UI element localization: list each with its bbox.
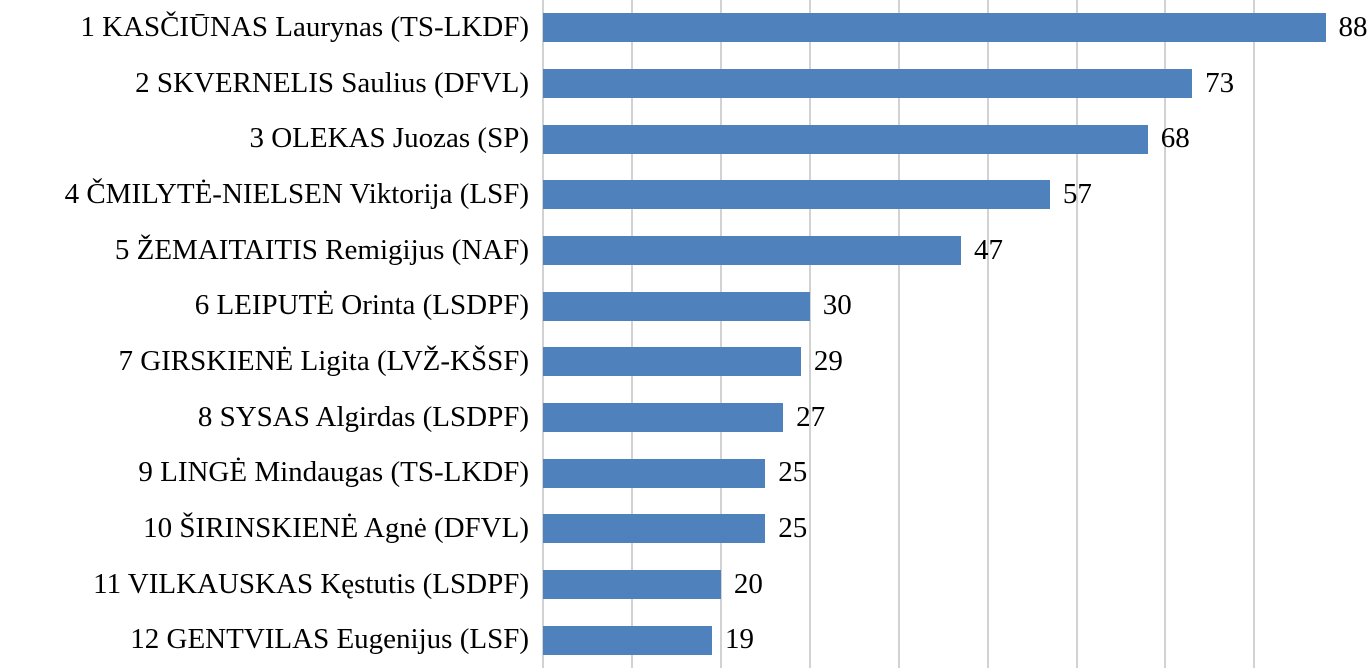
- value-label: 47: [973, 233, 1003, 266]
- value-label: 88: [1338, 11, 1368, 43]
- value-label: 57: [1062, 178, 1092, 210]
- category-label: 4 ČMILYTĖ-NIELSEN Viktorija (LSF): [64, 178, 529, 210]
- category-label: 8 SYSAS Algirdas (LSDPF): [197, 400, 529, 433]
- bar: [543, 458, 766, 488]
- value-label: 25: [778, 456, 808, 489]
- gridline: [1075, 0, 1078, 668]
- value-label: 68: [1160, 122, 1190, 155]
- value-label: 19: [724, 623, 754, 656]
- category-label: 5 ŽEMAITAITIS Remigijus (NAF): [114, 233, 529, 266]
- bar: [543, 625, 712, 655]
- category-label: 7 GIRSKIENĖ Ligita (LVŽ-KŠSF): [118, 345, 529, 377]
- bar: [543, 347, 801, 377]
- bar: [543, 180, 1050, 210]
- gridline: [719, 0, 722, 668]
- bar: [543, 13, 1326, 43]
- gridline: [630, 0, 633, 668]
- category-label: 12 GENTVILAS Eugenijus (LSF): [130, 623, 529, 656]
- bar: [543, 69, 1193, 98]
- value-label: 27: [796, 400, 826, 433]
- gridline: [986, 0, 989, 668]
- category-label: 1 KASČIŪNAS Laurynas (TS-LKDF): [80, 11, 529, 43]
- value-label: 30: [822, 289, 852, 322]
- bar: [543, 236, 961, 265]
- bar: [543, 124, 1148, 154]
- category-label: 9 LINGĖ Mindaugas (TS-LKDF): [138, 456, 529, 489]
- value-label: 20: [733, 567, 763, 600]
- gridline: [808, 0, 811, 668]
- bar: [543, 570, 721, 599]
- category-label: 3 OLEKAS Juozas (SP): [249, 122, 529, 155]
- category-label: 2 SKVERNELIS Saulius (DFVL): [135, 66, 529, 99]
- gridline: [1253, 0, 1256, 668]
- category-label: 10 ŠIRINSKIENĖ Agnė (DFVL): [143, 512, 529, 544]
- bar: [543, 403, 784, 432]
- value-label: 73: [1205, 66, 1235, 99]
- gridline: [542, 0, 544, 668]
- value-label: 29: [813, 345, 843, 377]
- bar: [543, 514, 766, 544]
- bar: [543, 291, 810, 321]
- category-label: 11 VILKAUSKAS Kęstutis (LSDPF): [93, 567, 529, 600]
- category-label: 6 LEIPUTĖ Orinta (LSDPF): [194, 289, 529, 322]
- value-label: 25: [778, 512, 808, 544]
- gridline: [1164, 0, 1167, 668]
- gridline: [897, 0, 900, 668]
